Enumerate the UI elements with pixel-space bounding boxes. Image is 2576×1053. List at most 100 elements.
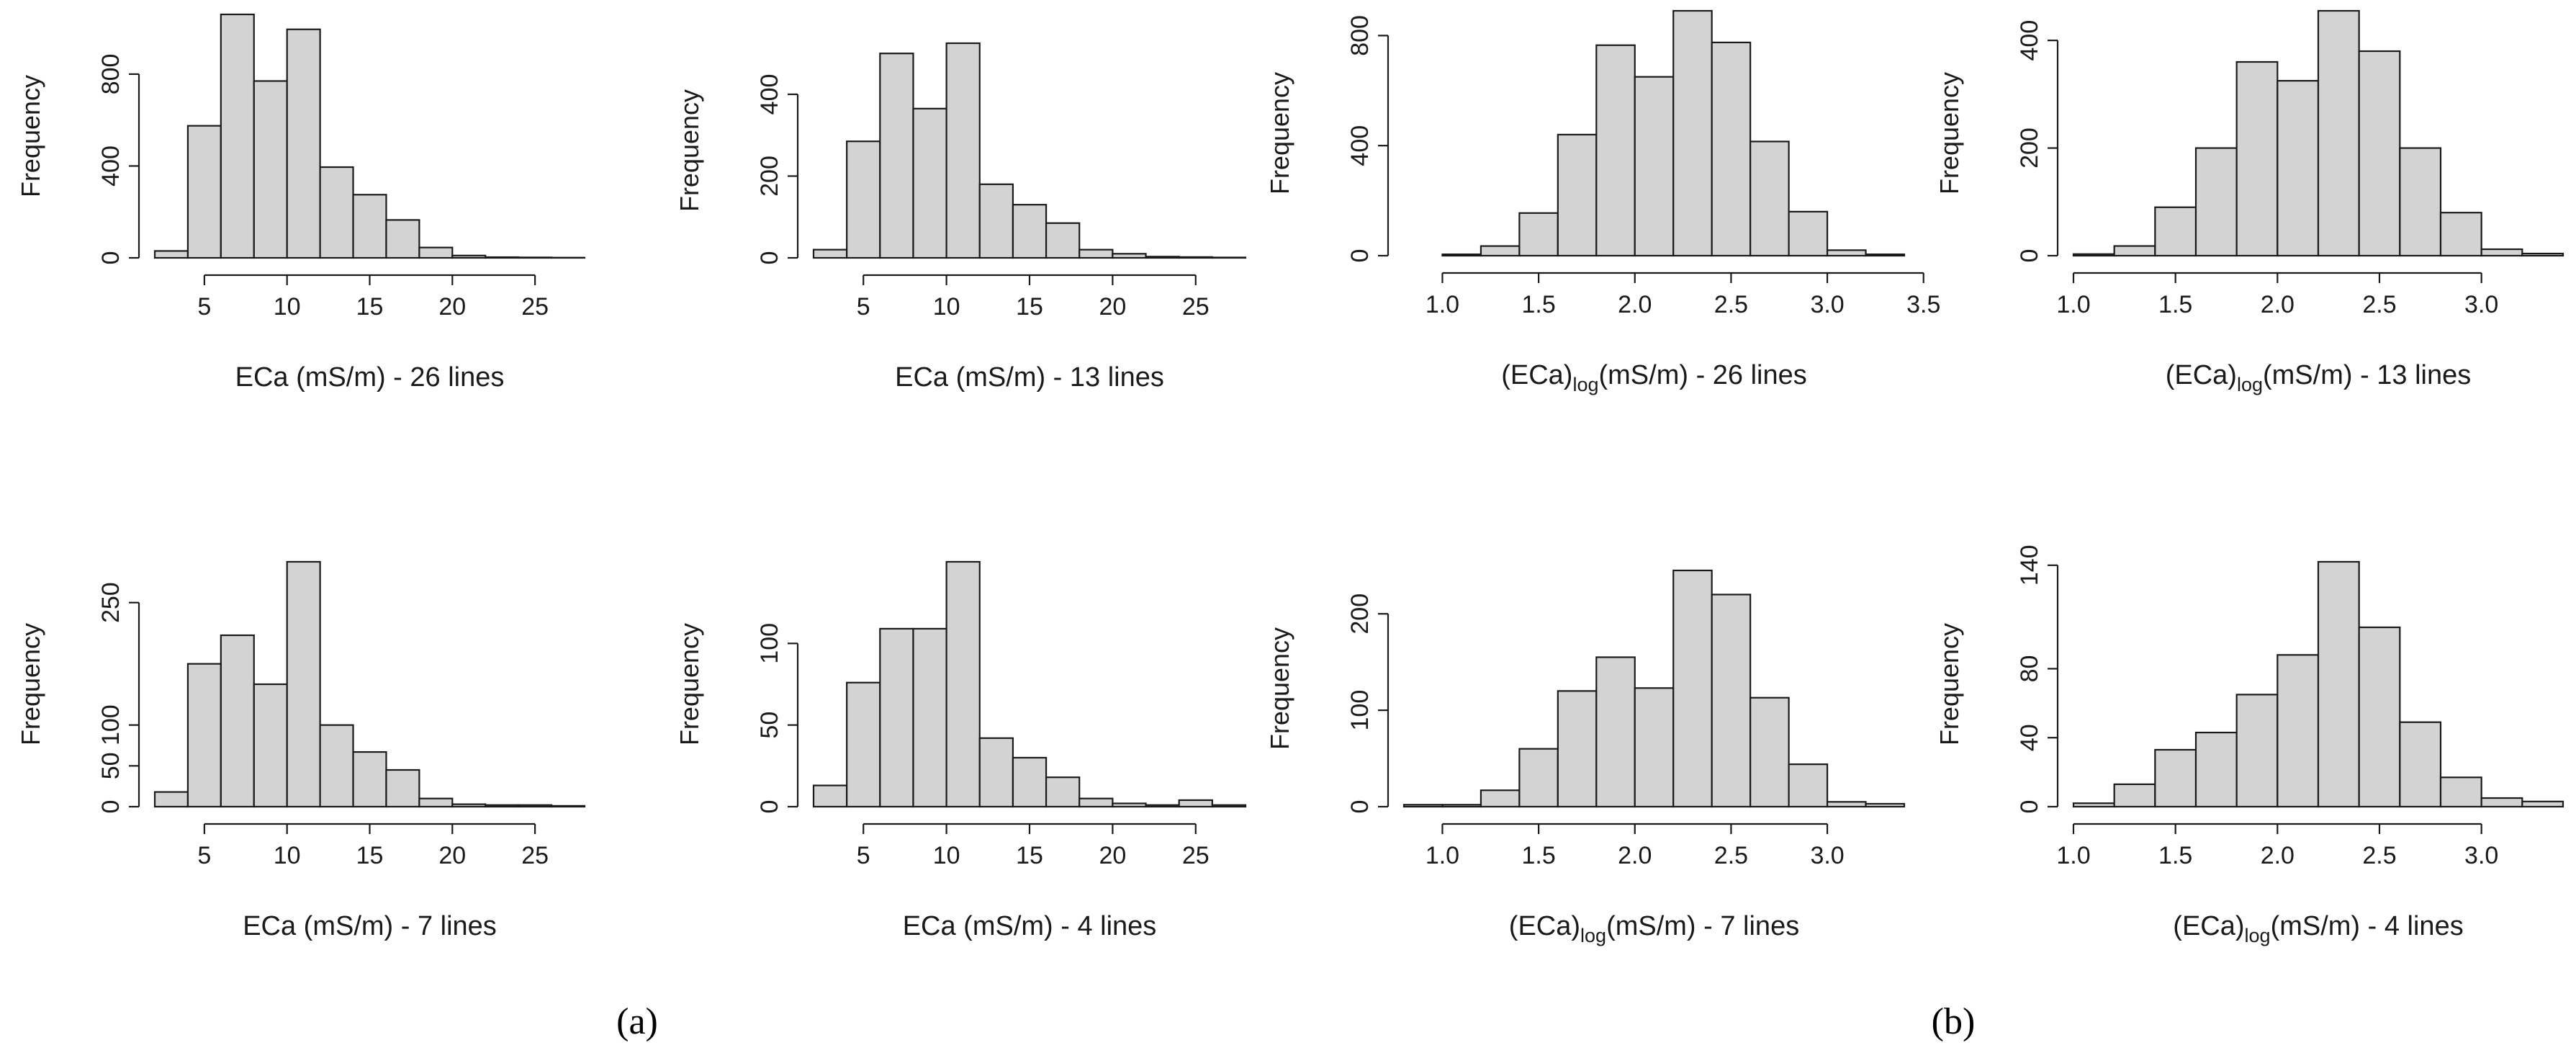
bar [2480,797,2523,808]
x-tick-label: 5 [857,842,870,869]
bar [1078,248,1114,259]
bar [451,803,487,808]
y-tick-label: 400 [1346,125,1374,166]
bar [1788,763,1829,808]
x-tick-label: 5 [197,293,211,321]
bar [2235,694,2279,808]
bar [2194,731,2238,808]
bar [1078,797,1114,808]
bar [1557,690,1598,808]
bar [286,28,321,259]
x-tick-label: 5 [197,842,211,869]
bar [1826,801,1867,808]
histogram-eca-4: 5 10 15 20 25 0 50 100 Frequency ECa (mS/m) - 4 l… [675,560,1247,941]
x-tick-label: 25 [521,842,549,869]
histogram-log-13: 1.0 1.5 2.0 2.5 3.0 0 200 400 Frequency (ECa)log(… [1935,9,2564,395]
bar [1112,253,1147,259]
x-axis-title: ECa (mS/m) - 7 lines [243,911,497,941]
x-tick-label: 15 [356,842,384,869]
bar [2276,654,2320,808]
y-tick-label: 200 [756,156,783,197]
x-axis-title: ECa (mS/m) - 26 lines [235,362,505,393]
x-tick-label: 10 [933,842,960,869]
x-tick-label: 2.5 [1714,291,1748,318]
bar [2113,245,2156,257]
y-tick-label: 100 [1346,690,1374,731]
bar [2072,802,2115,808]
bar [1402,804,1444,808]
bar [846,681,881,808]
bar [485,804,520,808]
x-tick-label: 5 [857,293,870,321]
y-tick-label: 250 [97,582,125,623]
bar [418,797,454,808]
bar [319,166,354,259]
x-tick-label: 20 [438,842,466,869]
y-tick-label: 0 [1346,249,1374,263]
x-tick-label: 15 [356,293,384,321]
bar [550,805,586,808]
y-tick-label: 50 [756,712,783,739]
x-tick-label: 2.0 [1618,842,1652,869]
bar [978,183,1014,259]
bar [912,107,947,259]
x-tick-label: 3.0 [1810,291,1844,318]
x-tick-label: 1.0 [2056,291,2090,318]
bar [1145,804,1180,808]
bar [220,13,255,259]
bar [1518,748,1559,808]
bar [2276,80,2320,257]
bar [912,627,947,808]
bar [1045,776,1081,808]
panel-label-a: (a) [616,1001,658,1042]
bar [1865,253,1906,257]
y-tick-label: 400 [756,74,783,115]
x-tick-label: 1.0 [2056,842,2090,869]
bar [1178,799,1213,808]
x-tick-label: 2.0 [2261,842,2294,869]
x-axis-title: (ECa)log(mS/m) - 4 lines [2173,911,2463,946]
x-tick-label: 2.0 [1618,291,1652,318]
bar [2358,626,2401,808]
x-tick-label: 20 [438,293,466,321]
bar [1441,253,1482,257]
bar [1211,256,1247,259]
bar [385,769,420,808]
x-tick-label: 1.0 [1426,291,1459,318]
bar [418,246,454,259]
y-tick-label: 400 [97,145,125,187]
x-tick-label: 3.0 [2464,291,2498,318]
y-tick-label: 0 [756,251,783,265]
histogram-log-4: 1.0 1.5 2.0 2.5 3.0 0 40 80 140 Frequency (ECa)log… [1935,545,2564,946]
histogram-eca-26: 5 10 15 20 25 0 400 800 Frequency ECa (mS/m) - 26… [16,13,586,393]
bar [319,724,354,808]
bar [1518,212,1559,257]
bar [812,248,848,259]
bar [1145,256,1180,259]
bar [1634,76,1675,257]
bar [1112,802,1147,808]
y-axis-title: Frequency [1265,627,1294,750]
y-tick-label: 100 [756,623,783,664]
bar [253,683,288,808]
bar [1826,249,1867,257]
x-tick-label: 1.5 [1521,291,1555,318]
x-tick-label: 20 [1099,842,1126,869]
bar [451,254,487,259]
bar [1672,569,1713,808]
bar [1045,222,1081,259]
bar [2521,252,2564,257]
y-axis-title: Frequency [1265,72,1294,194]
x-tick-label: 3.0 [1810,842,1844,869]
bar [1557,133,1598,257]
x-tick-label: 1.5 [2158,842,2192,869]
x-tick-label: 2.5 [2362,291,2396,318]
bar [1749,696,1790,808]
bar [153,250,189,259]
x-tick-label: 25 [1182,293,1210,321]
bar [186,663,222,808]
x-axis-title: (ECa)log(mS/m) - 13 lines [2166,360,2472,395]
x-tick-label: 10 [274,293,301,321]
y-tick-label: 800 [1346,15,1374,56]
x-tick-label: 25 [1182,842,1210,869]
